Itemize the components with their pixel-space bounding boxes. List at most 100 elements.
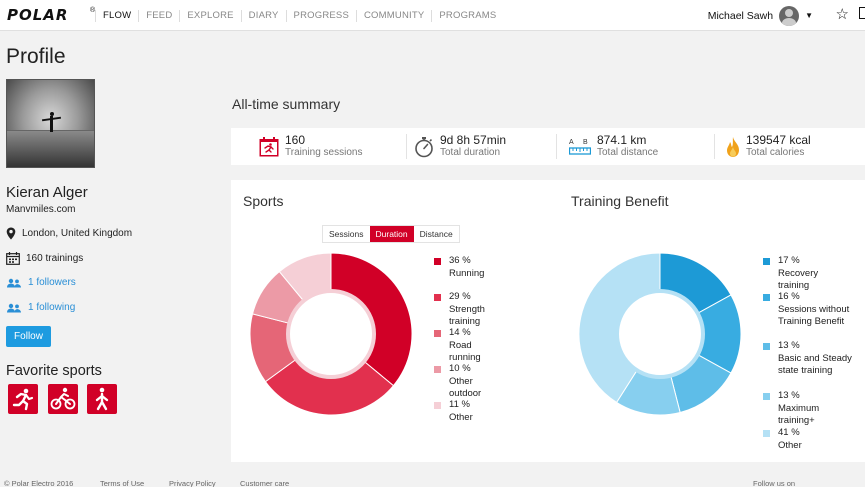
calendar-icon: [259, 136, 279, 156]
legend-label: Running: [449, 267, 485, 279]
nav-flow[interactable]: FLOW: [95, 9, 138, 22]
legend-swatch: [763, 294, 770, 301]
legend-swatch: [434, 366, 441, 373]
footer-follow-us: Follow us on: [753, 479, 796, 487]
cycling-icon[interactable]: [48, 384, 78, 414]
followers-row[interactable]: 1 followers: [6, 277, 76, 288]
following-link[interactable]: 1 following: [28, 302, 76, 313]
summary-distance-value: 874.1 km: [597, 133, 647, 147]
legend-item: 29 % Strength training: [434, 291, 485, 329]
flame-icon: [727, 136, 739, 157]
legend-pct: 17 %: [778, 255, 800, 266]
legend-pct: 10 %: [449, 363, 471, 374]
legend-swatch: [434, 330, 441, 337]
trainings-row: 160 trainings: [6, 252, 83, 265]
nav-progress[interactable]: PROGRESS: [285, 9, 356, 22]
summary-duration-value: 9d 8h 57min: [440, 133, 507, 147]
legend-swatch: [763, 430, 770, 437]
legend-item: 10 % Other outdoor: [434, 363, 481, 401]
legend-item: 17 % Recovery training: [763, 255, 818, 293]
summary-duration: 9d 8h 57min Total duration: [414, 128, 506, 165]
training-benefit-title: Training Benefit: [571, 193, 669, 209]
footer-terms-link[interactable]: Terms of Use: [100, 479, 145, 487]
user-menu[interactable]: Michael Sawh ▼: [708, 0, 813, 31]
registered-mark: ®: [90, 7, 96, 14]
legend-swatch: [763, 343, 770, 350]
svg-text:A: A: [569, 139, 574, 146]
people-icon: [7, 278, 21, 287]
summary-title: All-time summary: [232, 96, 341, 112]
svg-text:B: B: [583, 139, 588, 146]
footer-customer-care-link[interactable]: Customer care: [240, 479, 290, 487]
running-icon[interactable]: [8, 384, 38, 414]
summary-sessions: 160 Training sessions: [259, 128, 362, 165]
legend-item: 13 % Basic and Steady state training: [763, 340, 865, 378]
profile-website[interactable]: Manvmiles.com: [6, 204, 76, 215]
summary-calories-value: 139547 kcal: [746, 133, 811, 147]
summary-distance-label: Total distance: [597, 147, 659, 158]
legend-item: 11 % Other: [434, 399, 473, 424]
footer: © Polar Electro 2016 Terms of Use Privac…: [0, 476, 865, 487]
benefit-center: [615, 289, 705, 379]
polar-logo[interactable]: POLAR: [7, 6, 69, 24]
sports-center: [286, 289, 376, 379]
follow-button[interactable]: Follow: [6, 326, 51, 347]
charts-panel: Sports Sessions Duration Distance 36 % Ru…: [231, 180, 865, 462]
legend-swatch: [434, 402, 441, 409]
stopwatch-icon: [415, 136, 433, 157]
toggle-sessions[interactable]: Sessions: [323, 226, 370, 242]
sports-title: Sports: [243, 193, 284, 209]
legend-label: Other: [449, 411, 473, 423]
legend-swatch: [434, 258, 441, 265]
profile-name: Kieran Alger: [6, 184, 88, 201]
profile-trainings: 160 trainings: [26, 253, 84, 264]
sports-donut-chart: [249, 252, 413, 416]
calendar-icon: [6, 252, 20, 265]
legend-label: Other: [778, 439, 802, 451]
main-nav: FLOW FEED EXPLORE DIARY PROGRESS COMMUNI…: [95, 0, 503, 31]
toggle-duration[interactable]: Duration: [369, 226, 414, 242]
chevron-down-icon: ▼: [805, 11, 813, 20]
summary-duration-label: Total duration: [440, 147, 501, 158]
legend-pct: 29 %: [449, 291, 471, 302]
legend-pct: 14 %: [449, 327, 471, 338]
user-avatar: [779, 5, 800, 26]
location-pin-icon: [6, 227, 16, 240]
nav-programs[interactable]: PROGRAMS: [431, 9, 503, 22]
panel-toggle-icon[interactable]: [859, 7, 865, 19]
nav-feed[interactable]: FEED: [138, 9, 179, 22]
legend-label: Other outdoor: [449, 375, 482, 400]
nav-diary[interactable]: DIARY: [240, 9, 286, 22]
summary-sessions-value: 160: [285, 133, 306, 147]
following-row[interactable]: 1 following: [6, 302, 75, 313]
summary-distance: A B 874.1 km Total distance: [569, 128, 658, 165]
legend-pct: 13 %: [778, 340, 800, 351]
legend-swatch: [434, 294, 441, 301]
toggle-distance[interactable]: Distance: [413, 226, 459, 242]
legend-label: Sessions without Training Benefit: [778, 303, 850, 328]
walking-icon[interactable]: [87, 384, 117, 414]
legend-label: Maximum training+: [778, 402, 820, 427]
legend-item: 16 % Sessions without Training Benefit: [763, 291, 865, 329]
legend-item: 36 % Running: [434, 255, 484, 280]
followers-link[interactable]: 1 followers: [28, 277, 76, 288]
summary-calories-label: Total calories: [746, 147, 805, 158]
legend-pct: 13 %: [778, 390, 800, 401]
legend-label: Recovery training: [778, 267, 819, 292]
legend-item: 14 % Road running: [434, 327, 481, 365]
summary-calories: 139547 kcal Total calories: [726, 128, 811, 165]
training-benefit-donut-chart: [578, 252, 742, 416]
legend-label: Basic and Steady state training: [778, 352, 852, 377]
nav-explore[interactable]: EXPLORE: [179, 9, 240, 22]
legend-item: 41 % Other: [763, 427, 802, 452]
legend-label: Road running: [449, 339, 481, 364]
legend-pct: 11 %: [449, 399, 470, 410]
star-icon[interactable]: ☆: [835, 6, 849, 23]
legend-pct: 36 %: [449, 255, 471, 266]
summary-bar: 160 Training sessions 9d 8h 57min Total …: [231, 128, 865, 165]
legend-pct: 41 %: [778, 427, 800, 438]
location-row: London, United Kingdom: [6, 227, 132, 240]
footer-privacy-link[interactable]: Privacy Policy: [169, 479, 216, 487]
summary-sessions-label: Training sessions: [285, 147, 363, 158]
nav-community[interactable]: COMMUNITY: [356, 9, 431, 22]
